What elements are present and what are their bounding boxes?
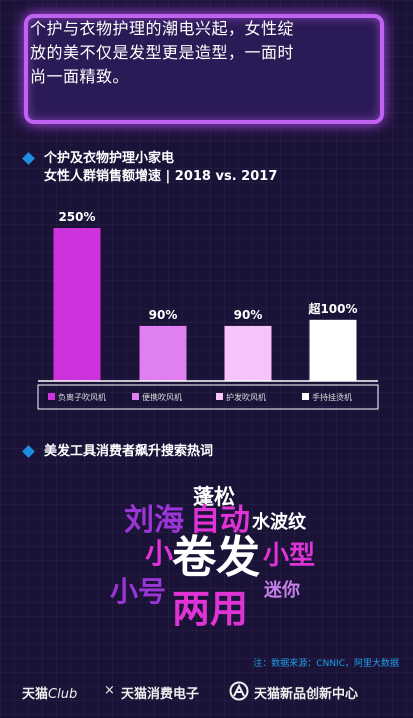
word-zidong: 自动 <box>190 503 250 538</box>
intro-line-3: 尚一面精致。 <box>30 67 130 86</box>
legend-label-2: 护发吹风机 <box>226 392 266 402</box>
footer-brand-1: 天猫Club <box>22 683 77 702</box>
intro-line-2: 放的美不仅是发型更是造型，一面时 <box>30 43 295 62</box>
bar-value-label-0: 250% <box>58 210 95 224</box>
bar-chart: 250% 90% 90% 超100% 负离子吹风机 便携吹风机 护发吹风机 手持挂烫机 <box>37 210 379 410</box>
chart-title: 个护及衣物护理小家电 女性人群销售额增速 | 2018 vs. 2017 <box>44 150 277 186</box>
intro-line-1: 个护与衣物护理的潮电兴起，女性绽 <box>30 19 295 38</box>
legend-label-1: 便携吹风机 <box>142 392 182 402</box>
word-penGsong: 蓬松 <box>193 485 235 509</box>
bar-1 <box>139 325 187 381</box>
legend-label-0: 负离子吹风机 <box>58 392 106 402</box>
word-liangyong: 两用 <box>172 587 249 631</box>
words-title: 美发工具消费者飙升搜索热词 <box>44 444 214 459</box>
legend-box <box>37 384 379 410</box>
legend-swatch-1 <box>132 393 139 400</box>
legend-swatch-2 <box>216 393 223 400</box>
chart-title-line-1: 个护及衣物护理小家电 <box>44 151 175 166</box>
footer-brand-2: 天猫消费电子 <box>121 687 200 702</box>
word-xiaoxing: 小型 <box>263 541 316 571</box>
footer-brand-1-b: Club <box>48 687 78 702</box>
intro-text: 个护与衣物护理的潮电兴起，女性绽 放的美不仅是发型更是造型，一面时 尚一面精致。 <box>30 17 340 89</box>
footer-separator: × <box>104 683 115 698</box>
word-juanfa: 卷发 <box>172 532 260 583</box>
innovation-center-logo-icon <box>229 681 249 705</box>
chart-title-line-2: 女性人群销售额增速 | 2018 vs. 2017 <box>44 169 278 184</box>
bar-value-label-2: 90% <box>234 308 263 322</box>
source-note: 注：数据来源：CNNIC，阿里大数据 <box>253 659 399 669</box>
legend-label-3: 手持挂烫机 <box>312 392 352 402</box>
section-bullet-icon-2 <box>22 445 35 458</box>
footer-brand-3: 天猫新品创新中心 <box>254 687 359 702</box>
bar-2 <box>224 325 272 381</box>
legend-swatch-0 <box>48 393 55 400</box>
legend-swatch-3 <box>302 393 309 400</box>
bar-0 <box>53 228 101 381</box>
word-shuibowen: 水波纹 <box>252 512 306 533</box>
bar-value-label-1: 90% <box>149 308 178 322</box>
word-liuhai: 刘海 <box>124 503 184 538</box>
footer-brand-1-a: 天猫 <box>22 687 49 702</box>
word-xiaohao: 小号 <box>110 575 167 608</box>
bar-3 <box>309 319 357 381</box>
word-mini: 迷你 <box>264 580 300 601</box>
footer: 天猫Club × 天猫消费电子 天猫新品创新中心 <box>0 681 413 718</box>
intro-box <box>24 14 384 124</box>
word-xiao: 小 <box>145 537 174 570</box>
bar-value-label-3: 超100% <box>307 301 357 316</box>
